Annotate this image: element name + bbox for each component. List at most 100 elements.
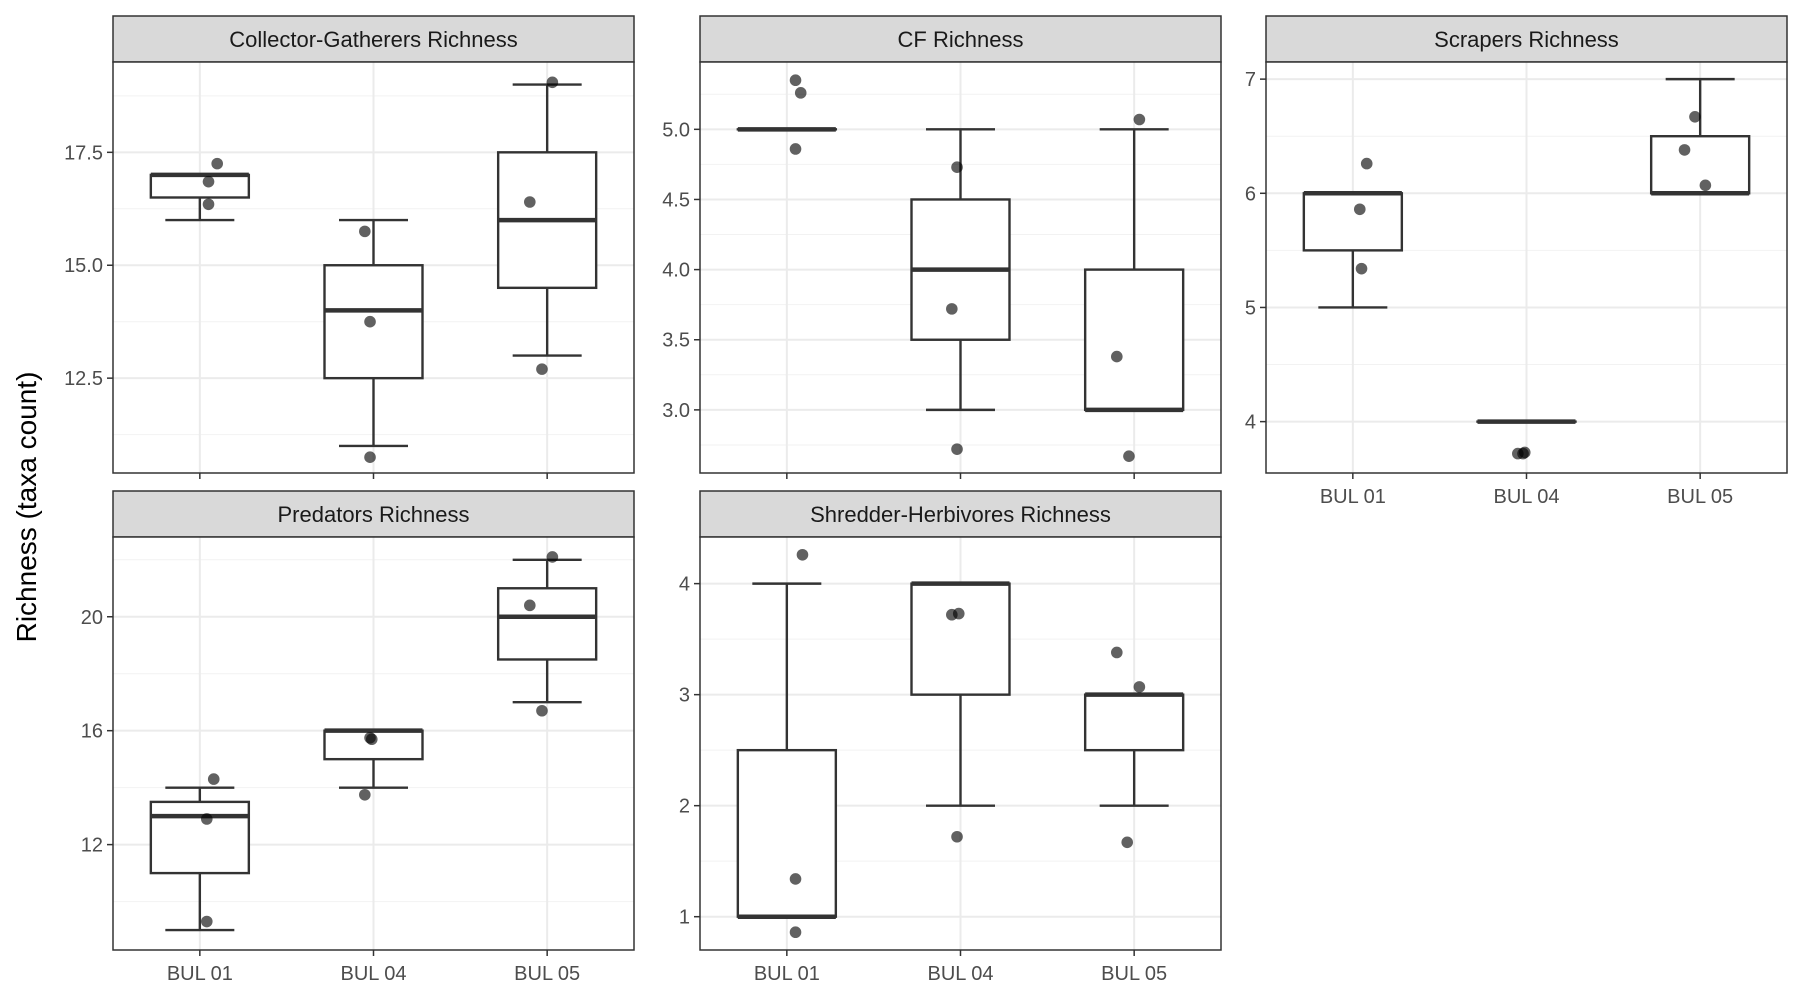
- data-point: [359, 788, 371, 801]
- y-tick-label: 17.5: [64, 142, 103, 164]
- data-point: [1699, 179, 1712, 192]
- data-point: [951, 443, 963, 455]
- y-tick-label: 16: [81, 721, 103, 743]
- x-tick-label: BUL 04: [928, 963, 994, 985]
- facet-title: Scrapers Richness: [1434, 27, 1619, 52]
- x-tick-label: BUL 05: [1667, 486, 1733, 508]
- boxplot-bul-04: [910, 581, 1011, 807]
- y-axis-title: Richness (taxa count): [11, 372, 42, 643]
- y-tick-label: 7: [1245, 69, 1256, 91]
- y-tick-label: 5: [1245, 297, 1256, 319]
- x-tick-label: BUL 05: [514, 963, 580, 985]
- x-tick-label: BUL 05: [1101, 963, 1167, 985]
- data-point: [202, 175, 215, 188]
- data-point: [536, 363, 548, 375]
- y-tick-label: 3: [679, 685, 690, 707]
- data-point: [211, 157, 223, 170]
- data-point: [1133, 113, 1146, 126]
- data-point: [1121, 836, 1134, 849]
- x-tick-label: BUL 04: [1494, 486, 1560, 508]
- y-tick-label: 4.5: [662, 189, 690, 211]
- data-point: [536, 704, 548, 717]
- data-point: [789, 873, 802, 885]
- data-point: [789, 926, 802, 939]
- boxplot-bul-05: [1083, 692, 1185, 807]
- data-point: [364, 451, 376, 463]
- y-tick-label: 4: [679, 574, 690, 596]
- data-point: [1689, 111, 1701, 123]
- data-point: [1355, 262, 1368, 275]
- data-point: [1678, 144, 1691, 156]
- boxplot-bul-05: [496, 83, 598, 357]
- y-tick-label: 2: [679, 796, 690, 818]
- box-iqr: [1083, 693, 1185, 752]
- data-point: [1353, 203, 1366, 216]
- boxplot-bul-05: [496, 558, 598, 704]
- boxplot-bul-01: [736, 582, 838, 919]
- boxplot-bul-01: [149, 786, 251, 932]
- y-tick-label: 15.0: [64, 255, 103, 277]
- facet-panel: Predators Richness 12 16 20 BUL 01 BUL 04 BUL …: [81, 490, 635, 985]
- box-iqr: [149, 800, 251, 875]
- y-tick-label: 3.0: [662, 400, 690, 422]
- data-point: [1111, 350, 1123, 363]
- data-point: [202, 198, 215, 211]
- boxplot-bul-04: [910, 128, 1011, 412]
- box-iqr: [496, 587, 598, 661]
- facet-title: Predators Richness: [278, 502, 470, 527]
- facet-panel: Collector-Gatherers Richness 12.5 15.0 17.5: [64, 15, 635, 479]
- data-point: [200, 813, 213, 825]
- data-point: [1133, 681, 1146, 693]
- box-iqr: [1302, 192, 1404, 252]
- data-point: [524, 196, 536, 208]
- facet-strip: [699, 15, 1222, 63]
- x-tick-label: BUL 01: [1320, 486, 1386, 508]
- data-point: [1518, 446, 1531, 459]
- data-point: [952, 607, 965, 620]
- y-tick-label: 12: [81, 835, 103, 857]
- facet-strip: [112, 15, 635, 63]
- box-iqr: [1083, 268, 1185, 412]
- facet-title: Collector-Gatherers Richness: [229, 27, 518, 52]
- boxplot-bul-01: [149, 172, 251, 222]
- data-point: [546, 76, 559, 89]
- data-point: [951, 161, 963, 174]
- facet-strip: [699, 490, 1222, 538]
- data-point: [365, 733, 378, 746]
- facet-panel: CF Richness 3.0 3.5 4.0 4.5 5.0: [662, 15, 1222, 479]
- box-iqr: [149, 173, 251, 199]
- y-tick-label: 4.0: [662, 260, 690, 282]
- y-tick-label: 4: [1245, 412, 1256, 434]
- boxplot-bul-05: [1083, 128, 1185, 413]
- y-tick-label: 3.5: [662, 330, 690, 352]
- data-point: [794, 87, 807, 99]
- data-point: [207, 773, 220, 785]
- facet-panel: Scrapers Richness 4 5 6 7 BUL 01 BUL 04 BUL 05: [1245, 15, 1788, 508]
- facet-panel: Shredder-Herbivores Richness 1 2 3 4 BUL 01 BU…: [679, 490, 1222, 985]
- data-point: [1123, 450, 1135, 462]
- boxplot-bul-04: [323, 218, 424, 448]
- x-tick-label: BUL 01: [167, 963, 233, 985]
- data-point: [796, 548, 809, 561]
- x-tick-label: BUL 01: [754, 963, 820, 985]
- y-tick-label: 6: [1245, 183, 1256, 205]
- data-point: [789, 143, 802, 155]
- box-iqr: [910, 582, 1011, 696]
- boxplot-bul-01: [1302, 191, 1404, 309]
- facet-strip: [1265, 15, 1788, 63]
- data-point: [951, 830, 963, 843]
- data-point: [524, 599, 536, 612]
- data-point: [546, 551, 559, 563]
- data-point: [364, 315, 376, 328]
- x-tick-label: BUL 04: [341, 963, 407, 985]
- data-point: [789, 74, 802, 87]
- data-point: [946, 303, 958, 315]
- y-tick-label: 20: [81, 607, 103, 629]
- box-iqr: [736, 748, 838, 918]
- data-point: [1360, 157, 1373, 170]
- facet-title: CF Richness: [898, 27, 1024, 52]
- facet-strip: [112, 490, 635, 538]
- data-point: [359, 225, 371, 238]
- y-tick-label: 1: [679, 907, 690, 929]
